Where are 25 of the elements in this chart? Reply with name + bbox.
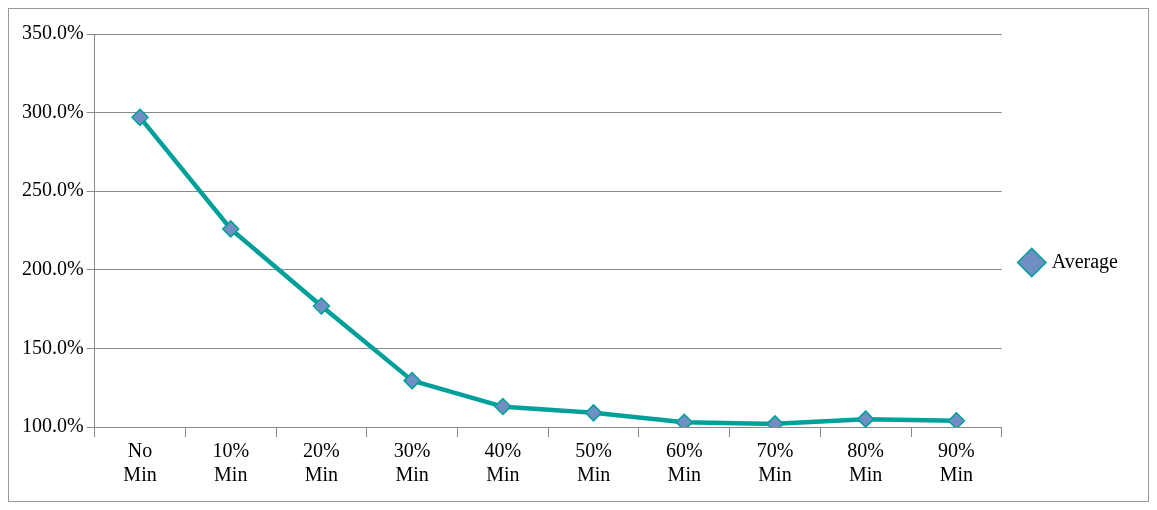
point — [494, 397, 512, 416]
x-tick-label: 50% Min — [575, 439, 612, 486]
x-tick-label: 40% Min — [484, 439, 522, 486]
y-tick-label: 300.0% — [21, 99, 84, 122]
x-tick-label: 30% Min — [393, 439, 431, 486]
x-tick-label: 20% Min — [303, 439, 340, 486]
y-tick-label: 200.0% — [21, 257, 84, 280]
y-tick-label: 150.0% — [21, 335, 84, 358]
x-tick-label: 90% Min — [938, 439, 975, 486]
y-tick-label: 250.0% — [21, 178, 84, 201]
point — [312, 297, 331, 315]
point — [221, 220, 240, 238]
point — [403, 371, 421, 390]
y-tick-label: 100.0% — [21, 414, 84, 437]
x-tick-label: No Min — [123, 439, 157, 486]
point — [584, 404, 603, 422]
point — [856, 410, 875, 427]
x-tick-label: 60% Min — [665, 439, 703, 486]
point — [131, 108, 149, 127]
point — [947, 411, 966, 427]
x-tick-label: 70% Min — [756, 439, 794, 486]
x-tick-label: 10% Min — [212, 439, 250, 486]
x-tick-label: 80% Min — [847, 439, 885, 486]
legend-label: Average — [1051, 249, 1119, 273]
y-tick-label: 350.0% — [21, 21, 84, 44]
